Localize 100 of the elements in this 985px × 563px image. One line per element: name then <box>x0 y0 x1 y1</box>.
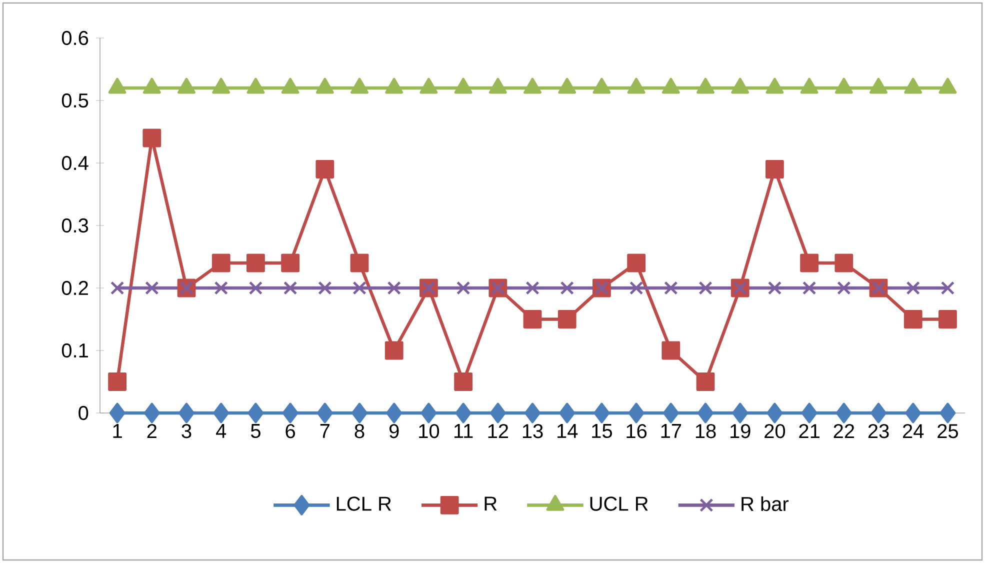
point <box>766 78 784 94</box>
point <box>766 402 783 424</box>
point <box>420 78 438 94</box>
x-tick-label: 4 <box>216 424 226 438</box>
point <box>350 78 369 94</box>
point <box>766 160 784 178</box>
point <box>940 402 956 424</box>
point <box>454 372 473 391</box>
point <box>696 372 715 391</box>
point <box>731 78 750 94</box>
point <box>905 402 922 424</box>
legend-label: LCL R <box>336 496 392 511</box>
point <box>318 281 332 295</box>
x-tick-label: 5 <box>250 424 260 438</box>
point <box>352 402 368 424</box>
point <box>248 281 263 295</box>
x-tick-label: 9 <box>389 424 399 438</box>
point <box>455 402 472 424</box>
point <box>248 402 264 424</box>
point <box>281 254 300 272</box>
point <box>629 281 644 295</box>
point <box>526 281 540 295</box>
y-tick-label: 0.5 <box>62 93 88 108</box>
point <box>732 402 748 424</box>
point <box>662 341 680 360</box>
x-tick-label: 17 <box>661 424 682 438</box>
point <box>490 402 506 424</box>
point <box>144 402 160 424</box>
point <box>178 402 194 424</box>
point <box>387 281 401 295</box>
y-tick-label: 0.3 <box>62 218 88 233</box>
point <box>628 402 644 424</box>
point <box>836 402 852 424</box>
point <box>246 254 265 272</box>
point <box>454 78 472 94</box>
point <box>108 372 127 391</box>
point <box>698 402 714 424</box>
x-tick-label: 22 <box>834 424 854 438</box>
point <box>627 254 646 272</box>
point <box>834 254 854 272</box>
point <box>698 281 712 295</box>
point <box>800 254 819 272</box>
legend-label: R bar <box>742 496 789 512</box>
point <box>870 78 888 94</box>
point <box>870 402 886 424</box>
point <box>837 281 851 295</box>
point <box>109 402 126 424</box>
point <box>316 402 333 424</box>
x-tick-label: 23 <box>868 424 889 438</box>
point <box>384 341 404 360</box>
point <box>664 281 678 295</box>
point <box>386 402 402 424</box>
point <box>385 78 404 94</box>
point <box>178 78 196 94</box>
point <box>350 254 369 272</box>
point <box>282 402 298 424</box>
point <box>662 402 679 424</box>
x-tick-label: 20 <box>764 424 786 438</box>
x-tick-label: 11 <box>454 424 473 438</box>
point <box>940 281 955 295</box>
legend-label: UCL R <box>590 496 648 511</box>
point <box>212 254 230 272</box>
point <box>904 310 922 328</box>
x-tick-label: 19 <box>730 424 750 438</box>
point <box>281 78 300 94</box>
y-tick-label: 0.1 <box>62 343 88 358</box>
point <box>802 281 816 295</box>
point <box>560 281 574 295</box>
point <box>524 402 540 424</box>
point <box>559 402 576 424</box>
x-tick-label: 13 <box>522 424 543 438</box>
point <box>212 78 230 94</box>
x-tick-label: 8 <box>354 424 364 438</box>
x-tick-label: 24 <box>902 424 924 438</box>
x-tick-label: 6 <box>286 424 295 438</box>
point <box>662 78 680 94</box>
point <box>246 78 265 94</box>
point <box>420 402 437 424</box>
point <box>108 78 126 94</box>
point <box>283 281 298 295</box>
point <box>558 310 576 328</box>
x-tick-label: 7 <box>320 424 330 438</box>
point <box>696 78 715 94</box>
point <box>834 78 853 94</box>
point <box>488 78 507 94</box>
point <box>938 78 957 94</box>
x-tick-label: 15 <box>592 424 612 438</box>
y-tick-label: 0.4 <box>62 156 88 170</box>
point <box>456 281 470 295</box>
point <box>800 78 818 94</box>
x-tick-label: 21 <box>799 424 820 438</box>
x-tick-label: 10 <box>419 424 440 438</box>
x-tick-label: 14 <box>558 424 578 438</box>
point <box>110 281 124 295</box>
y-tick-label: 0 <box>78 406 88 420</box>
point <box>558 78 576 94</box>
x-tick-label: 18 <box>696 424 716 438</box>
point <box>214 281 228 295</box>
y-tick-label: 0.6 <box>62 30 88 46</box>
point <box>906 281 920 295</box>
